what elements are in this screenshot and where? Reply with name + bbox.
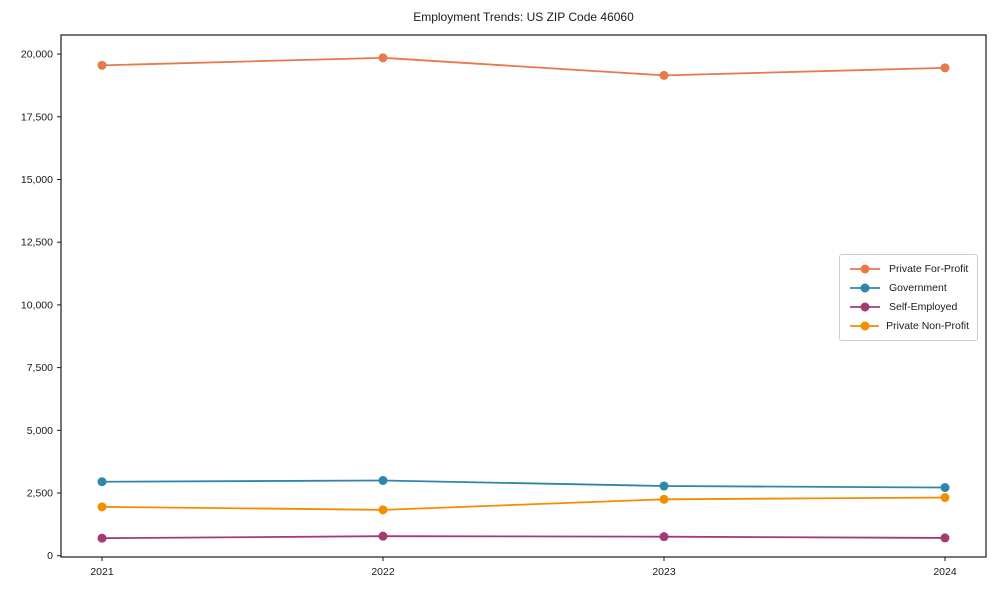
chart-title: Employment Trends: US ZIP Code 46060 <box>413 10 634 24</box>
chart-legend: Private For-Profit Government Self-Employe… <box>839 254 978 341</box>
legend-label: Private Non-Profit <box>886 320 969 332</box>
legend-item-government: Government <box>848 281 969 295</box>
series-line-self-employed <box>101 535 946 540</box>
data-point-private-non-profit-2021 <box>97 502 107 512</box>
data-point-self-employed-2024 <box>940 533 950 543</box>
legend-item-private-non-profit: Private Non-Profit <box>848 319 969 333</box>
data-point-private-for-profit-2022 <box>378 53 388 63</box>
data-point-self-employed-2023 <box>659 532 669 542</box>
legend-label: Self-Employed <box>889 301 958 313</box>
data-point-self-employed-2022 <box>378 531 388 541</box>
data-point-government-2022 <box>378 475 388 485</box>
y-tick-label: 0 <box>47 550 53 562</box>
data-point-private-for-profit-2021 <box>97 60 107 70</box>
legend-marker-private-for-profit-icon <box>850 264 880 274</box>
data-point-private-non-profit-2024 <box>940 493 950 503</box>
y-tick-label: 10,000 <box>21 299 53 311</box>
legend-item-private-for-profit: Private For-Profit <box>848 262 969 276</box>
series-line-private-non-profit <box>101 496 946 511</box>
series-line-government <box>101 479 946 489</box>
x-tick-label: 2023 <box>652 566 676 578</box>
data-point-private-non-profit-2022 <box>378 505 388 515</box>
x-tick-label: 2021 <box>90 566 114 578</box>
data-point-private-for-profit-2024 <box>940 63 950 73</box>
y-tick-label: 2,500 <box>27 488 53 500</box>
y-tick-label: 5,000 <box>27 425 53 437</box>
data-point-private-for-profit-2023 <box>659 70 669 80</box>
plot-border <box>60 34 987 558</box>
y-tick-label: 12,500 <box>21 237 53 249</box>
legend-marker-private-non-profit-icon <box>850 321 880 331</box>
data-point-government-2021 <box>97 477 107 487</box>
data-point-private-non-profit-2023 <box>659 494 669 504</box>
legend-label: Government <box>889 282 947 294</box>
x-tick-label: 2024 <box>933 566 957 578</box>
y-tick-label: 17,500 <box>21 111 53 123</box>
data-point-self-employed-2021 <box>97 533 107 543</box>
y-tick-label: 15,000 <box>21 174 53 186</box>
y-tick-label: 20,000 <box>21 49 53 61</box>
series-line-private-for-profit <box>101 56 946 77</box>
data-point-government-2024 <box>940 483 950 493</box>
data-point-government-2023 <box>659 481 669 491</box>
legend-marker-self-employed-icon <box>850 302 880 312</box>
legend-label: Private For-Profit <box>889 263 969 275</box>
legend-item-self-employed: Self-Employed <box>848 300 969 314</box>
legend-marker-government-icon <box>850 283 880 293</box>
y-tick-label: 7,500 <box>27 362 53 374</box>
x-tick-label: 2022 <box>371 566 395 578</box>
